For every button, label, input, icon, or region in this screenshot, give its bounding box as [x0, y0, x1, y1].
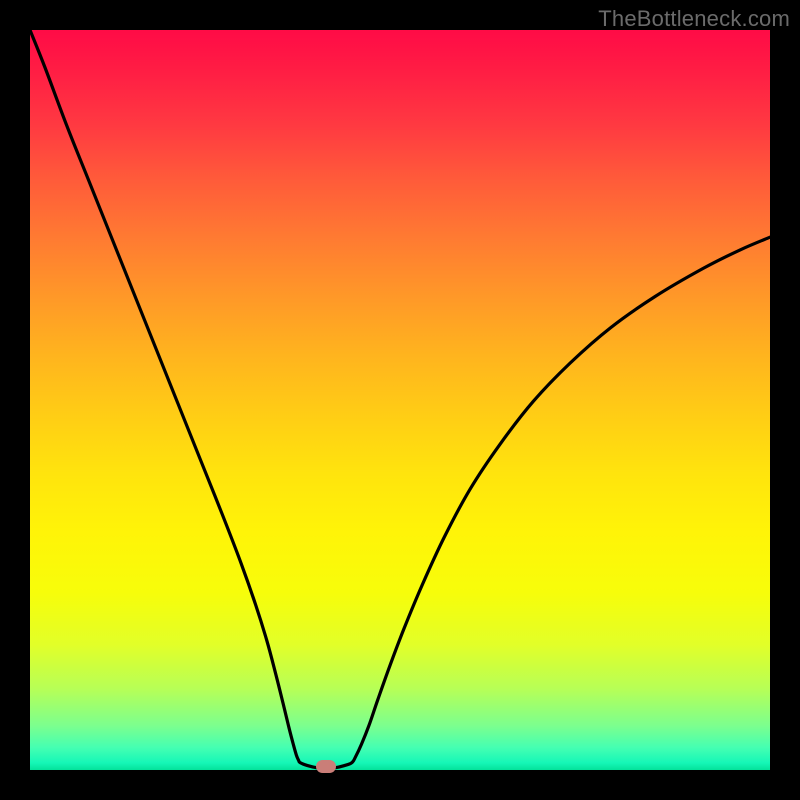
plot-frame — [30, 30, 770, 770]
bottleneck-marker — [316, 760, 337, 773]
bottleneck-curve — [30, 30, 770, 770]
watermark-text: TheBottleneck.com — [598, 6, 790, 32]
